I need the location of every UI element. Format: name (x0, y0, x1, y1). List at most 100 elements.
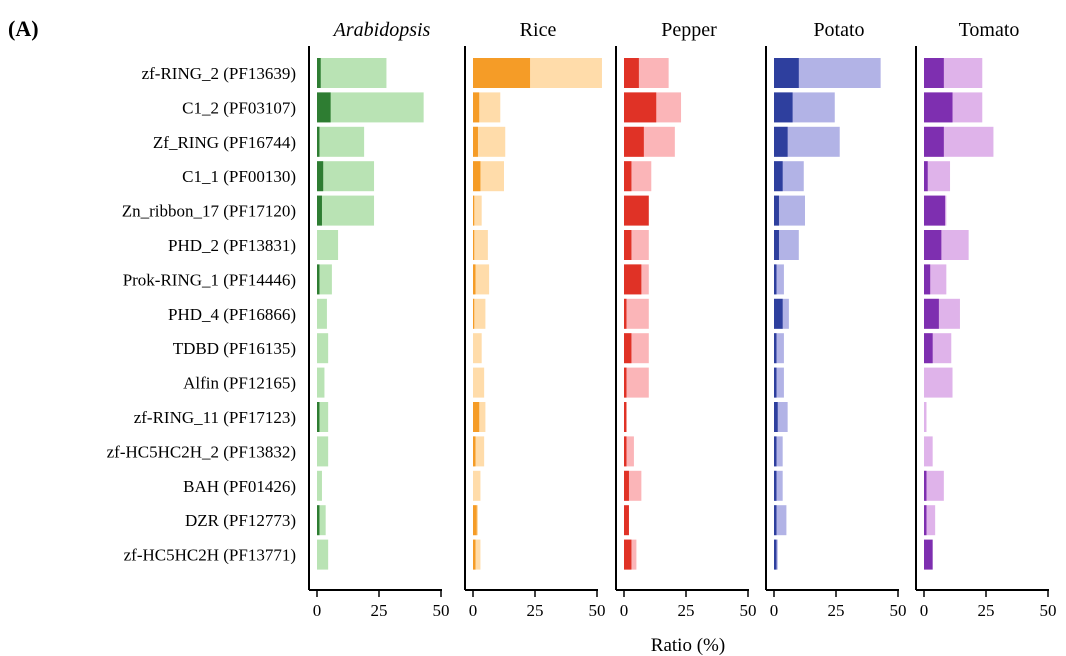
bar-total (317, 126, 365, 157)
bar-total (317, 505, 326, 536)
bar-subset (317, 92, 331, 123)
bar-total (317, 230, 339, 260)
bar-total (317, 161, 375, 192)
bar-subset (317, 402, 320, 432)
panel-rice: Rice 0 25 50 (464, 19, 606, 620)
bar-total (473, 333, 482, 364)
category-label: Prok-RING_1 (PF14446) (123, 270, 296, 289)
category-label: PHD_2 (PF13831) (168, 236, 296, 255)
bar-subset (473, 161, 481, 192)
x-tick-label: 25 (527, 601, 544, 620)
bar-subset (624, 264, 642, 295)
bar-total (774, 470, 783, 501)
x-tick-label: 50 (589, 601, 606, 620)
bar-subset (774, 367, 777, 398)
bar-subset (624, 92, 657, 123)
x-tick-label: 0 (620, 601, 629, 620)
bar-total (924, 505, 936, 536)
bar-subset (924, 298, 939, 329)
category-label: C1_1 (PF00130) (182, 167, 296, 186)
bar-total (624, 367, 649, 398)
x-axis-label: Ratio (%) (651, 635, 725, 656)
category-label: C1_2 (PF03107) (182, 98, 296, 117)
panel-title: Rice (520, 19, 557, 41)
bar-subset (924, 264, 931, 295)
bar-subset (473, 92, 480, 123)
bar-total (317, 367, 325, 398)
bar-total (317, 195, 375, 226)
bar-subset (924, 92, 953, 123)
bar-subset (473, 298, 475, 329)
bar-subset (624, 126, 644, 157)
bar-subset (924, 470, 927, 501)
bar-total (924, 402, 927, 432)
figure-label: (A) (8, 16, 39, 41)
bar-total (774, 367, 784, 398)
bar-subset (317, 58, 321, 88)
bar-subset (624, 436, 627, 467)
panel-arabidopsis: Arabidopsis 0 25 50 (308, 19, 450, 620)
bar-subset (624, 367, 627, 398)
bar-total (774, 333, 784, 364)
bar-subset (624, 161, 632, 192)
bar-subset (624, 539, 632, 570)
panel-tomato: Tomato 0 25 50 (915, 19, 1057, 620)
bar-subset (624, 470, 629, 501)
bar-total (473, 539, 481, 570)
bar-subset (473, 195, 475, 226)
bar-subset (473, 505, 477, 536)
bar-subset (924, 230, 942, 260)
category-label: BAH (PF01426) (183, 477, 296, 496)
bar-subset (774, 264, 777, 295)
bar-total (924, 367, 953, 398)
bar-subset (473, 539, 476, 570)
bar-subset (774, 298, 783, 329)
bar-subset (624, 195, 649, 226)
bar-total (924, 161, 951, 192)
bar-subset (317, 126, 320, 157)
bar-subset (317, 195, 322, 226)
bar-total (317, 264, 332, 295)
bar-subset (774, 230, 779, 260)
panel-pepper: Pepper 0 25 50 (615, 19, 757, 620)
bar-subset (774, 126, 788, 157)
bar-subset (473, 58, 531, 88)
x-tick-label: 0 (920, 601, 929, 620)
category-label: DZR (PF12773) (185, 511, 296, 530)
bar-subset (473, 264, 476, 295)
bar-subset (317, 264, 320, 295)
bar-subset (924, 126, 944, 157)
bar-subset (473, 436, 476, 467)
panel-title: Tomato (959, 19, 1020, 41)
bar-total (473, 126, 506, 157)
x-tick-label: 25 (678, 601, 695, 620)
bar-subset (774, 470, 777, 501)
bar-total (317, 92, 424, 123)
bar-subset (624, 58, 639, 88)
x-tick-label: 0 (770, 601, 779, 620)
bar-total (317, 539, 329, 570)
bar-total (473, 436, 485, 467)
bar-total (774, 195, 805, 226)
category-label: Zf_RING (PF16744) (153, 133, 296, 152)
bar-total (317, 298, 327, 329)
category-label: zf-HC5HC2H_2 (PF13832) (107, 442, 296, 461)
bar-subset (924, 161, 928, 192)
bar-subset (473, 402, 480, 432)
panel-potato: Potato 0 25 50 (765, 19, 907, 620)
bar-subset (624, 505, 629, 536)
bar-subset (774, 333, 777, 364)
bar-subset (774, 402, 778, 432)
bar-subset (774, 195, 779, 226)
bar-total (473, 230, 488, 260)
bar-subset (924, 333, 933, 364)
x-tick-label: 50 (740, 601, 757, 620)
bar-subset (473, 126, 478, 157)
bar-total (473, 298, 486, 329)
x-tick-label: 25 (978, 601, 995, 620)
bar-total (473, 195, 482, 226)
bar-subset (624, 402, 627, 432)
x-tick-label: 25 (371, 601, 388, 620)
panel-title: Pepper (661, 19, 717, 41)
panel-title: Potato (813, 19, 864, 41)
